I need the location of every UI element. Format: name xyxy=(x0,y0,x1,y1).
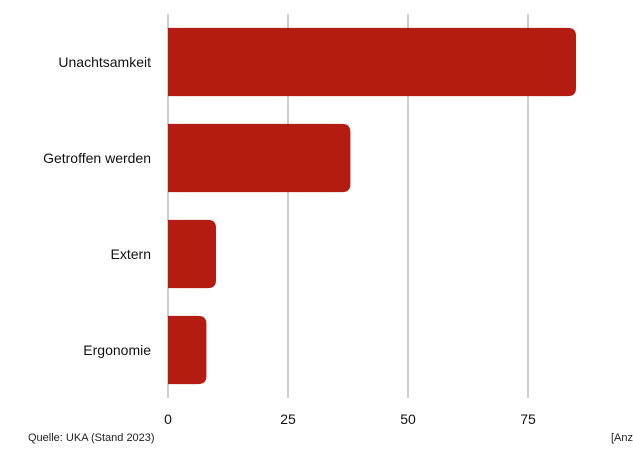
cut-off-note: [Anz xyxy=(611,432,633,444)
bar xyxy=(168,219,216,289)
category-label: Extern xyxy=(111,246,151,262)
category-label: Ergonomie xyxy=(83,342,151,358)
x-tick-label: 75 xyxy=(520,411,536,427)
source-note: Quelle: UKA (Stand 2023) xyxy=(28,432,155,444)
bar xyxy=(168,27,576,97)
bar xyxy=(168,123,351,193)
x-tick-label: 50 xyxy=(400,411,416,427)
category-label: Unachtsamkeit xyxy=(58,54,151,70)
x-axis-tick-labels: 0 25 50 75 xyxy=(164,411,536,427)
category-labels: Unachtsamkeit Getroffen werden Extern Ergon… xyxy=(43,54,151,358)
bar xyxy=(168,315,207,385)
category-label: Getroffen werden xyxy=(43,150,151,166)
x-tick-label: 0 xyxy=(164,411,172,427)
bars xyxy=(168,27,576,385)
x-tick-label: 25 xyxy=(280,411,296,427)
